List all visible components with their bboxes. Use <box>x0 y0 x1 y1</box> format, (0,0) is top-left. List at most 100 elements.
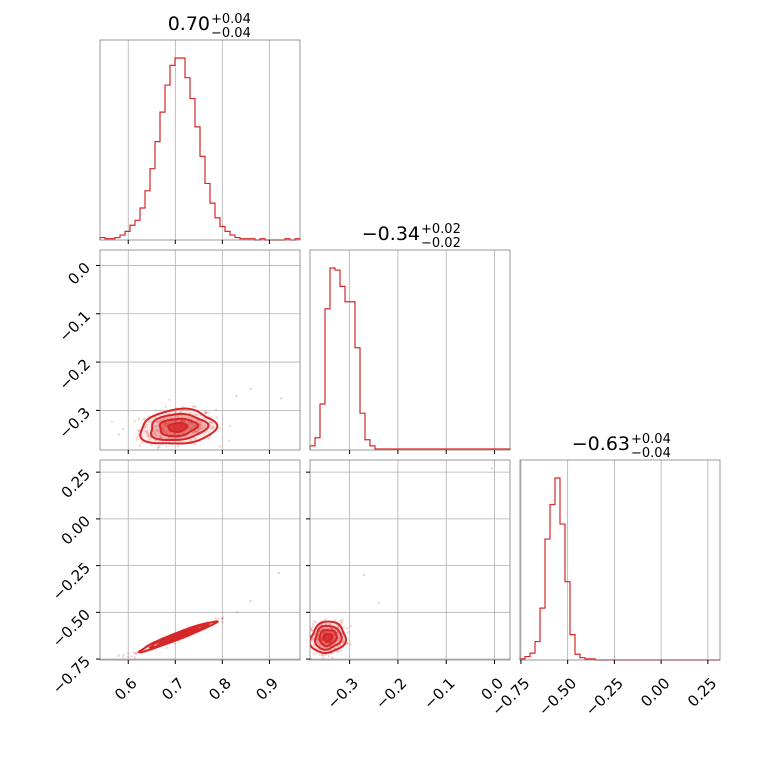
sample-point <box>164 425 167 428</box>
sample-point <box>169 449 172 450</box>
sample-point <box>210 421 213 425</box>
sample-point <box>312 622 315 626</box>
sample-point <box>154 416 157 419</box>
sample-point <box>321 627 324 630</box>
sample-points <box>117 571 281 659</box>
sample-point <box>214 616 218 620</box>
sample-point <box>328 623 331 626</box>
sample-point <box>221 620 224 624</box>
sample-point <box>167 411 171 415</box>
sample-point <box>199 426 203 430</box>
sample-point <box>176 415 180 419</box>
sample-point <box>316 660 319 663</box>
param-title-1: −0.34 +0.02−0.02 <box>362 222 461 251</box>
histogram-step-line <box>519 477 720 661</box>
sample-point <box>144 429 147 433</box>
sample-point <box>195 430 199 434</box>
sample-point <box>221 616 225 619</box>
sample-point <box>339 622 343 625</box>
sample-point <box>162 422 165 426</box>
sample-point <box>163 423 167 427</box>
sample-point <box>345 626 349 630</box>
sample-point <box>165 422 168 425</box>
sample-point <box>147 434 151 438</box>
sample-point <box>148 438 152 441</box>
y-tick-label: −0.75 <box>49 652 94 697</box>
y-tick-label: −0.25 <box>49 559 94 604</box>
x-tick-label: 0.25 <box>684 674 720 710</box>
sample-point <box>193 404 196 408</box>
sample-point <box>210 427 213 430</box>
sample-point <box>332 646 336 650</box>
sample-point <box>235 610 239 614</box>
y-tick-label: −0.1 <box>56 307 94 345</box>
sample-point <box>152 429 156 433</box>
sample-point <box>191 405 195 408</box>
sample-point <box>195 431 198 434</box>
sample-point <box>122 653 126 657</box>
sample-point <box>198 423 202 427</box>
sample-point <box>184 435 187 439</box>
outlier-point <box>362 573 366 577</box>
sample-point <box>155 428 158 432</box>
sample-point <box>146 433 150 436</box>
outlier-point <box>235 394 238 398</box>
sample-point <box>312 619 316 623</box>
y-tick-label: 0.25 <box>58 465 94 501</box>
sample-point <box>170 420 173 424</box>
sample-point <box>138 444 142 448</box>
sample-point <box>189 438 193 441</box>
sample-point <box>193 430 197 434</box>
sample-point <box>332 636 336 640</box>
sample-point <box>168 436 171 439</box>
scatter-panel-0-2: 0.6 0.7 0.8 0.9 −0.75−0.50−0.25 0.00 0.25 <box>49 459 301 704</box>
sample-point <box>341 640 345 643</box>
sample-point <box>192 430 196 434</box>
outlier-point <box>277 571 281 575</box>
sample-point <box>215 416 219 419</box>
histogram-1-frame <box>309 249 511 451</box>
sample-point <box>158 445 161 449</box>
sample-point <box>307 648 310 651</box>
sample-point <box>126 655 130 659</box>
histogram-step-line <box>99 57 301 241</box>
sample-point <box>134 652 138 656</box>
x-tick-label: −0.1 <box>420 674 458 712</box>
sample-point <box>140 441 144 444</box>
sample-point <box>194 423 197 427</box>
sample-point <box>173 436 177 440</box>
y-tick-label: −0.2 <box>56 355 94 393</box>
sample-point <box>347 631 350 634</box>
sample-point <box>342 638 345 641</box>
sample-point <box>136 429 140 433</box>
sample-point <box>201 426 205 429</box>
density-contours <box>137 620 219 654</box>
sample-point <box>179 410 183 414</box>
x-tick-label: 0.7 <box>158 674 188 704</box>
sample-point <box>203 411 207 414</box>
sample-point <box>157 445 160 449</box>
sample-point <box>188 425 191 429</box>
param-title-minus: −0.04 <box>211 26 251 41</box>
sample-point <box>228 424 232 428</box>
sample-point <box>193 442 196 446</box>
sample-point <box>157 420 161 423</box>
sample-point <box>166 430 170 434</box>
sample-point <box>133 656 137 659</box>
sample-point <box>137 429 141 432</box>
sample-point <box>338 638 341 642</box>
sample-point <box>322 627 325 630</box>
sample-point <box>165 421 168 425</box>
sample-point <box>324 642 328 646</box>
outlier-point <box>310 657 313 660</box>
contour-level <box>322 632 334 643</box>
param-title-value: −0.63 <box>572 433 630 455</box>
sample-point <box>162 417 166 420</box>
sample-point <box>177 436 181 440</box>
sample-point <box>307 637 310 640</box>
sample-point <box>211 425 215 429</box>
sample-point <box>153 439 157 442</box>
sample-point <box>301 636 304 639</box>
sample-point <box>187 415 190 419</box>
density-contours <box>310 620 348 655</box>
